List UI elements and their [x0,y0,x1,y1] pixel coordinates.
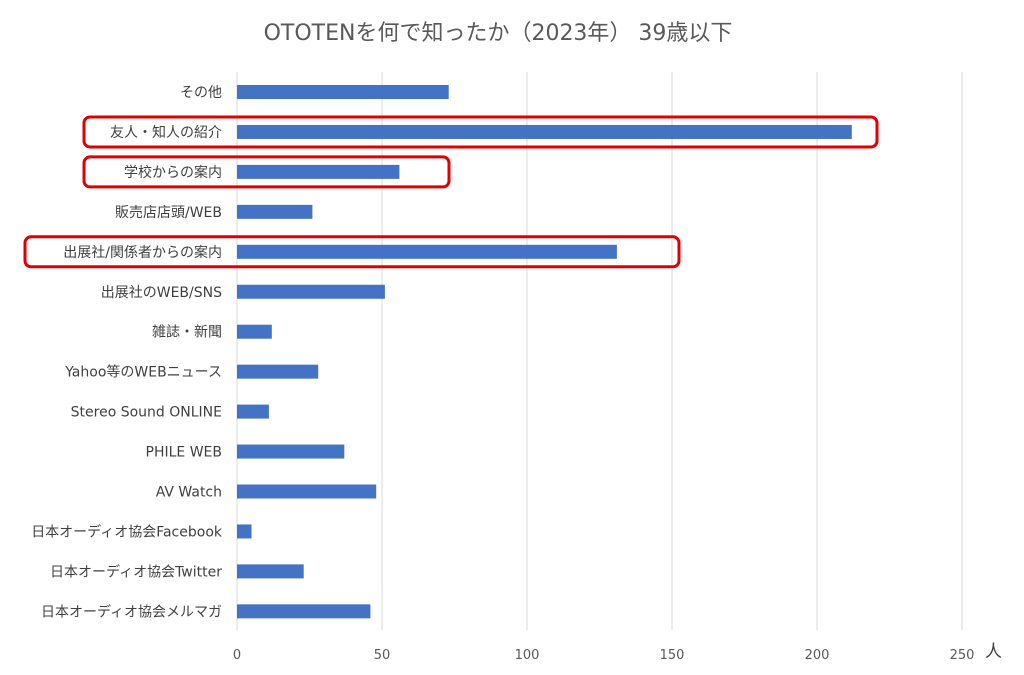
category-label: 出展社のWEB/SNS [101,285,222,301]
bar [237,85,449,99]
bars [237,85,852,619]
x-tick-label: 250 [950,648,975,663]
category-label: 雑誌・新聞 [152,325,222,341]
x-tick-label: 50 [374,648,391,663]
bar [237,604,371,619]
chart-title: OTOTENを何で知ったか（2023年） 39歳以下 [264,21,733,46]
x-tick-label: 200 [805,648,830,663]
bar [237,204,313,219]
highlight-boxes [23,115,879,269]
category-label: 学校からの案内 [124,164,222,181]
category-label: Yahoo等のWEBニュース [64,364,222,381]
bar [237,164,400,179]
category-label: 販売店店頭/WEB [115,205,222,221]
x-tick-label: 0 [233,648,241,663]
category-label: その他 [180,85,222,101]
bar [237,404,269,419]
category-label: 出展社/関係者からの案内 [63,244,222,261]
highlight-box [23,235,681,269]
category-label: PHILE WEB [146,445,223,461]
x-tick-label: 100 [515,648,540,663]
highlight-box [82,115,879,149]
x-tick-label: 150 [660,648,685,663]
x-axis-unit-label: 人 [985,642,1002,662]
category-label: 日本オーディオ協会Facebook [31,523,223,540]
category-label: AV Watch [156,485,222,501]
bar [237,284,385,299]
bar [237,444,345,459]
bar [237,324,272,339]
bar [237,524,252,539]
bar [237,364,319,379]
highlight-box [82,155,451,189]
category-label: 友人・知人の紹介 [110,124,222,141]
x-axis-ticks: 0 50 100 150 200 250 [233,648,975,663]
category-label: 日本オーディオ協会メルマガ [41,603,222,620]
bar [237,564,304,579]
category-label: Stereo Sound ONLINE [71,405,222,421]
bar [237,484,377,499]
bar [237,124,852,139]
category-label: 日本オーディオ協会Twitter [50,563,222,580]
bar [237,244,617,259]
